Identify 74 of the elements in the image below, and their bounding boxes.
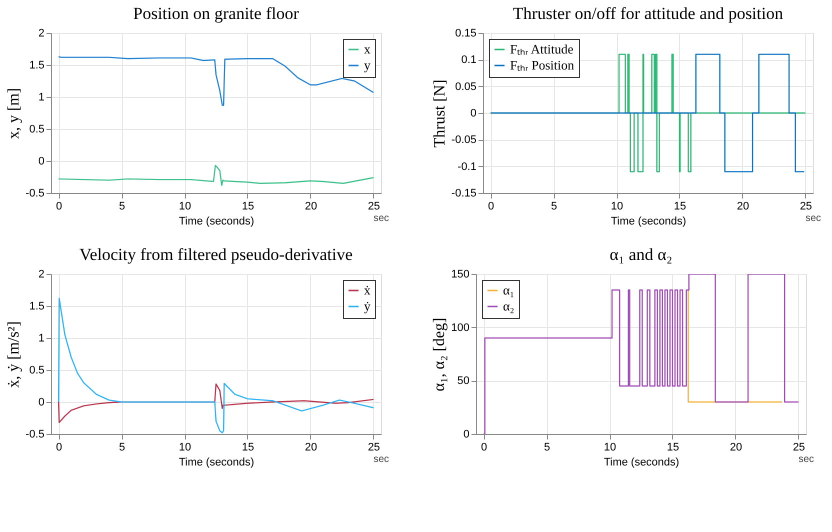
y-tick-label: 0.5 bbox=[29, 124, 44, 136]
text: sec bbox=[798, 454, 814, 465]
y-tick-label: 0.1 bbox=[461, 54, 476, 66]
y-tick-label: 0 bbox=[38, 156, 44, 168]
y-tick-label: 1.5 bbox=[29, 300, 44, 312]
x-tick-label: 5 bbox=[544, 442, 550, 454]
x-tick-label: 20 bbox=[304, 200, 318, 212]
x-tick-label: 20 bbox=[304, 442, 318, 454]
x-tick-label: 25 bbox=[800, 200, 812, 212]
legend-label: ẋ bbox=[364, 282, 371, 298]
x-axis-title: Time (seconds) bbox=[610, 216, 686, 228]
legend-label: α₂ bbox=[503, 298, 514, 314]
y-tick-label: 0.5 bbox=[29, 364, 44, 376]
x-tick-label: 5 bbox=[118, 200, 126, 212]
legend-label: Fₜₕᵣ Position bbox=[510, 58, 575, 72]
x-tick-label: 15 bbox=[674, 200, 686, 212]
y-tick-label: -0.1 bbox=[458, 160, 476, 173]
y-tick-label: -0.15 bbox=[451, 188, 476, 200]
y-tick-label: 0.05 bbox=[455, 80, 476, 93]
y-tick-label: 1 bbox=[38, 332, 44, 344]
x-tick-label: 20 bbox=[736, 200, 750, 212]
chart-title: Velocity from filtered pseudo-derivative bbox=[79, 245, 353, 264]
chart-title: Position on granite floor bbox=[133, 4, 300, 23]
y-tick-label: 2 bbox=[38, 268, 44, 280]
x-tick-label: 10 bbox=[178, 442, 192, 454]
x-axis-title: Time (seconds) bbox=[178, 456, 254, 468]
x-tick-label: 20 bbox=[730, 442, 742, 454]
x-tick-label: 10 bbox=[178, 200, 192, 212]
x-tick-label: 5 bbox=[118, 442, 126, 454]
line-series bbox=[58, 298, 374, 434]
y-tick-label: 0 bbox=[38, 396, 44, 408]
x-tick-label: 0 bbox=[480, 442, 488, 454]
line-series bbox=[58, 164, 374, 186]
y-tick-label: 0 bbox=[470, 108, 476, 120]
y-tick-label: 1 bbox=[38, 92, 44, 104]
x-tick-label: 25 bbox=[368, 200, 380, 212]
x-tick-label: 10 bbox=[610, 200, 624, 212]
y-axis-title: Thrust [N] bbox=[431, 80, 448, 148]
text: sec bbox=[805, 213, 821, 224]
x-axis-title: Time (seconds) bbox=[604, 456, 680, 468]
x-tick-label: 0 bbox=[56, 442, 62, 454]
x-tick-label: 0 bbox=[488, 200, 494, 212]
chart-title: Thruster on/off for attitude and position bbox=[512, 4, 784, 23]
x-tick-label: 25 bbox=[368, 442, 380, 454]
y-tick-label: -0.05 bbox=[451, 134, 476, 146]
y-axis-title: x, y [m] bbox=[6, 88, 23, 140]
y-tick-label: 2 bbox=[38, 28, 44, 40]
y-tick-label: -0.5 bbox=[26, 428, 44, 440]
y-tick-label: 1.5 bbox=[29, 60, 44, 72]
legend-label: Fₜₕᵣ Attitude bbox=[510, 42, 574, 56]
text: sec bbox=[373, 454, 389, 465]
y-tick-label: -0.5 bbox=[26, 188, 44, 200]
text: sec bbox=[373, 213, 389, 224]
x-tick-label: 10 bbox=[604, 442, 616, 454]
legend-label: α₁ bbox=[503, 282, 514, 298]
x-tick-label: 5 bbox=[550, 200, 558, 212]
y-axis-title: α₁, α₂ [deg] bbox=[431, 318, 448, 392]
y-tick-label: 150 bbox=[451, 268, 470, 280]
legend-label: x bbox=[364, 42, 371, 56]
x-axis-title: Time (seconds) bbox=[178, 216, 254, 228]
chart-title: α₁ and α₂ bbox=[610, 245, 672, 264]
x-tick-label: 0 bbox=[56, 200, 62, 212]
y-tick-label: 50 bbox=[457, 375, 470, 388]
y-axis-title: ẋ, ẏ [m/s²] bbox=[6, 321, 23, 388]
y-tick-label: 0.15 bbox=[455, 28, 476, 40]
x-tick-label: 25 bbox=[792, 442, 806, 454]
legend-label: ẏ bbox=[364, 298, 371, 314]
x-tick-label: 15 bbox=[242, 442, 254, 454]
x-tick-label: 15 bbox=[666, 442, 680, 454]
y-tick-label: 100 bbox=[451, 322, 470, 334]
line-series bbox=[58, 56, 374, 106]
legend-label: y bbox=[364, 58, 371, 72]
y-tick-label: 0 bbox=[463, 428, 470, 440]
x-tick-label: 15 bbox=[242, 200, 254, 212]
